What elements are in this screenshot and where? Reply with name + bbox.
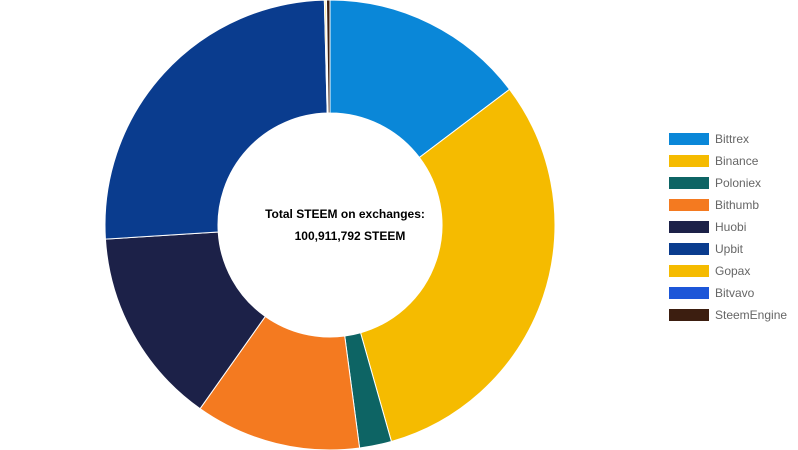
- legend-label: Bittrex: [715, 132, 750, 146]
- legend-item-poloniex[interactable]: Poloniex: [669, 172, 787, 194]
- legend-item-bithumb[interactable]: Bithumb: [669, 194, 787, 216]
- legend-swatch: [669, 265, 709, 277]
- slice-binance[interactable]: [359, 88, 556, 443]
- legend-swatch: [669, 221, 709, 233]
- legend-label: SteemEngine: [715, 308, 788, 322]
- slice-huobi[interactable]: [104, 231, 267, 410]
- legend-item-binance[interactable]: Binance: [669, 150, 787, 172]
- legend-swatch: [669, 133, 709, 145]
- center-value: 100,911,792 STEEM: [295, 229, 406, 243]
- legend-item-upbit[interactable]: Upbit: [669, 238, 787, 260]
- legend-label: Bithumb: [715, 198, 760, 212]
- slice-steemengine[interactable]: [325, 0, 331, 114]
- legend-label: Poloniex: [715, 176, 762, 190]
- legend-item-gopax[interactable]: Gopax: [669, 260, 787, 282]
- chart-legend: Bittrex Binance Poloniex Bithumb Huobi Upbit G…: [669, 128, 787, 326]
- legend-item-bitvavo[interactable]: Bitvavo: [669, 282, 787, 304]
- donut-slices: [104, 0, 556, 450]
- legend-swatch: [669, 309, 709, 321]
- legend-item-bittrex[interactable]: Bittrex: [669, 128, 787, 150]
- legend-item-huobi[interactable]: Huobi: [669, 216, 787, 238]
- legend-swatch: [669, 199, 709, 211]
- legend-swatch: [669, 287, 709, 299]
- legend-label: Bitvavo: [715, 286, 755, 300]
- legend-item-steemengine[interactable]: SteemEngine: [669, 304, 787, 326]
- legend-label: Upbit: [715, 242, 744, 256]
- center-label: Total STEEM on exchanges:: [265, 207, 425, 221]
- legend-swatch: [669, 177, 709, 189]
- legend-swatch: [669, 243, 709, 255]
- legend-swatch: [669, 155, 709, 167]
- legend-label: Huobi: [715, 220, 747, 234]
- slice-bittrex[interactable]: [329, 0, 511, 159]
- legend-label: Gopax: [715, 264, 751, 278]
- legend-label: Binance: [715, 154, 759, 168]
- slice-upbit[interactable]: [104, 0, 328, 240]
